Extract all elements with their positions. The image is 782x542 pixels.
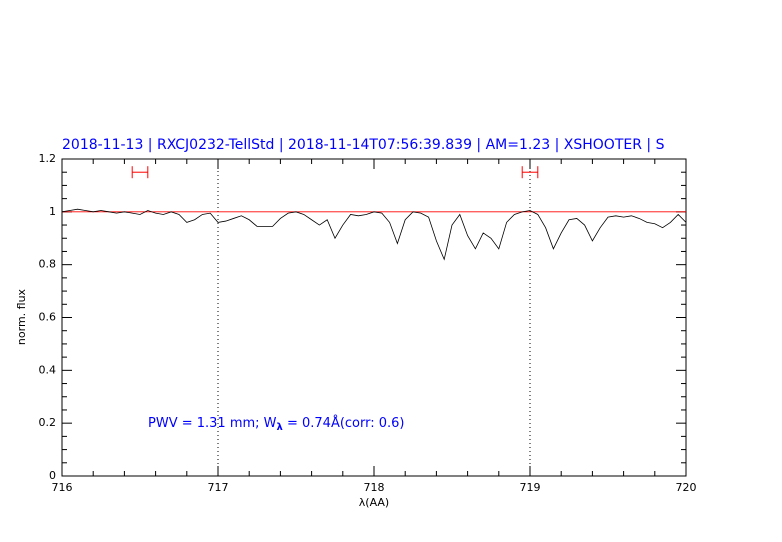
x-tick-label: 717 [208,481,229,494]
x-axis-label: λ(AA) [359,496,389,509]
x-tick-label: 719 [520,481,541,494]
y-tick-label: 0 [49,469,56,482]
y-tick-label: 1.2 [39,152,57,165]
annotation-part: PWV = 1.31 mm; W [148,416,277,431]
y-tick-label: 0.4 [39,363,57,376]
range-marker [521,166,539,179]
chart-title: 2018-11-13 | RXCJ0232-TellStd | 2018-11-… [62,137,665,153]
y-tick-label: 0.2 [39,416,57,429]
annotation-part: = 0.74Å(corr: 0.6) [283,415,405,431]
annotation-part: λ [277,422,284,433]
annotation: PWV = 1.31 mm; Wλ = 0.74Å(corr: 0.6) [148,415,405,434]
x-tick-label: 716 [52,481,73,494]
y-axis-label: norm. flux [15,288,28,345]
x-tick-label: 718 [364,481,385,494]
y-tick-label: 1 [49,205,56,218]
range-marker [131,166,149,179]
y-tick-label: 0.8 [39,258,57,271]
y-tick-label: 0.6 [39,311,57,324]
spectrum-line [61,208,687,261]
x-tick-label: 720 [676,481,697,494]
